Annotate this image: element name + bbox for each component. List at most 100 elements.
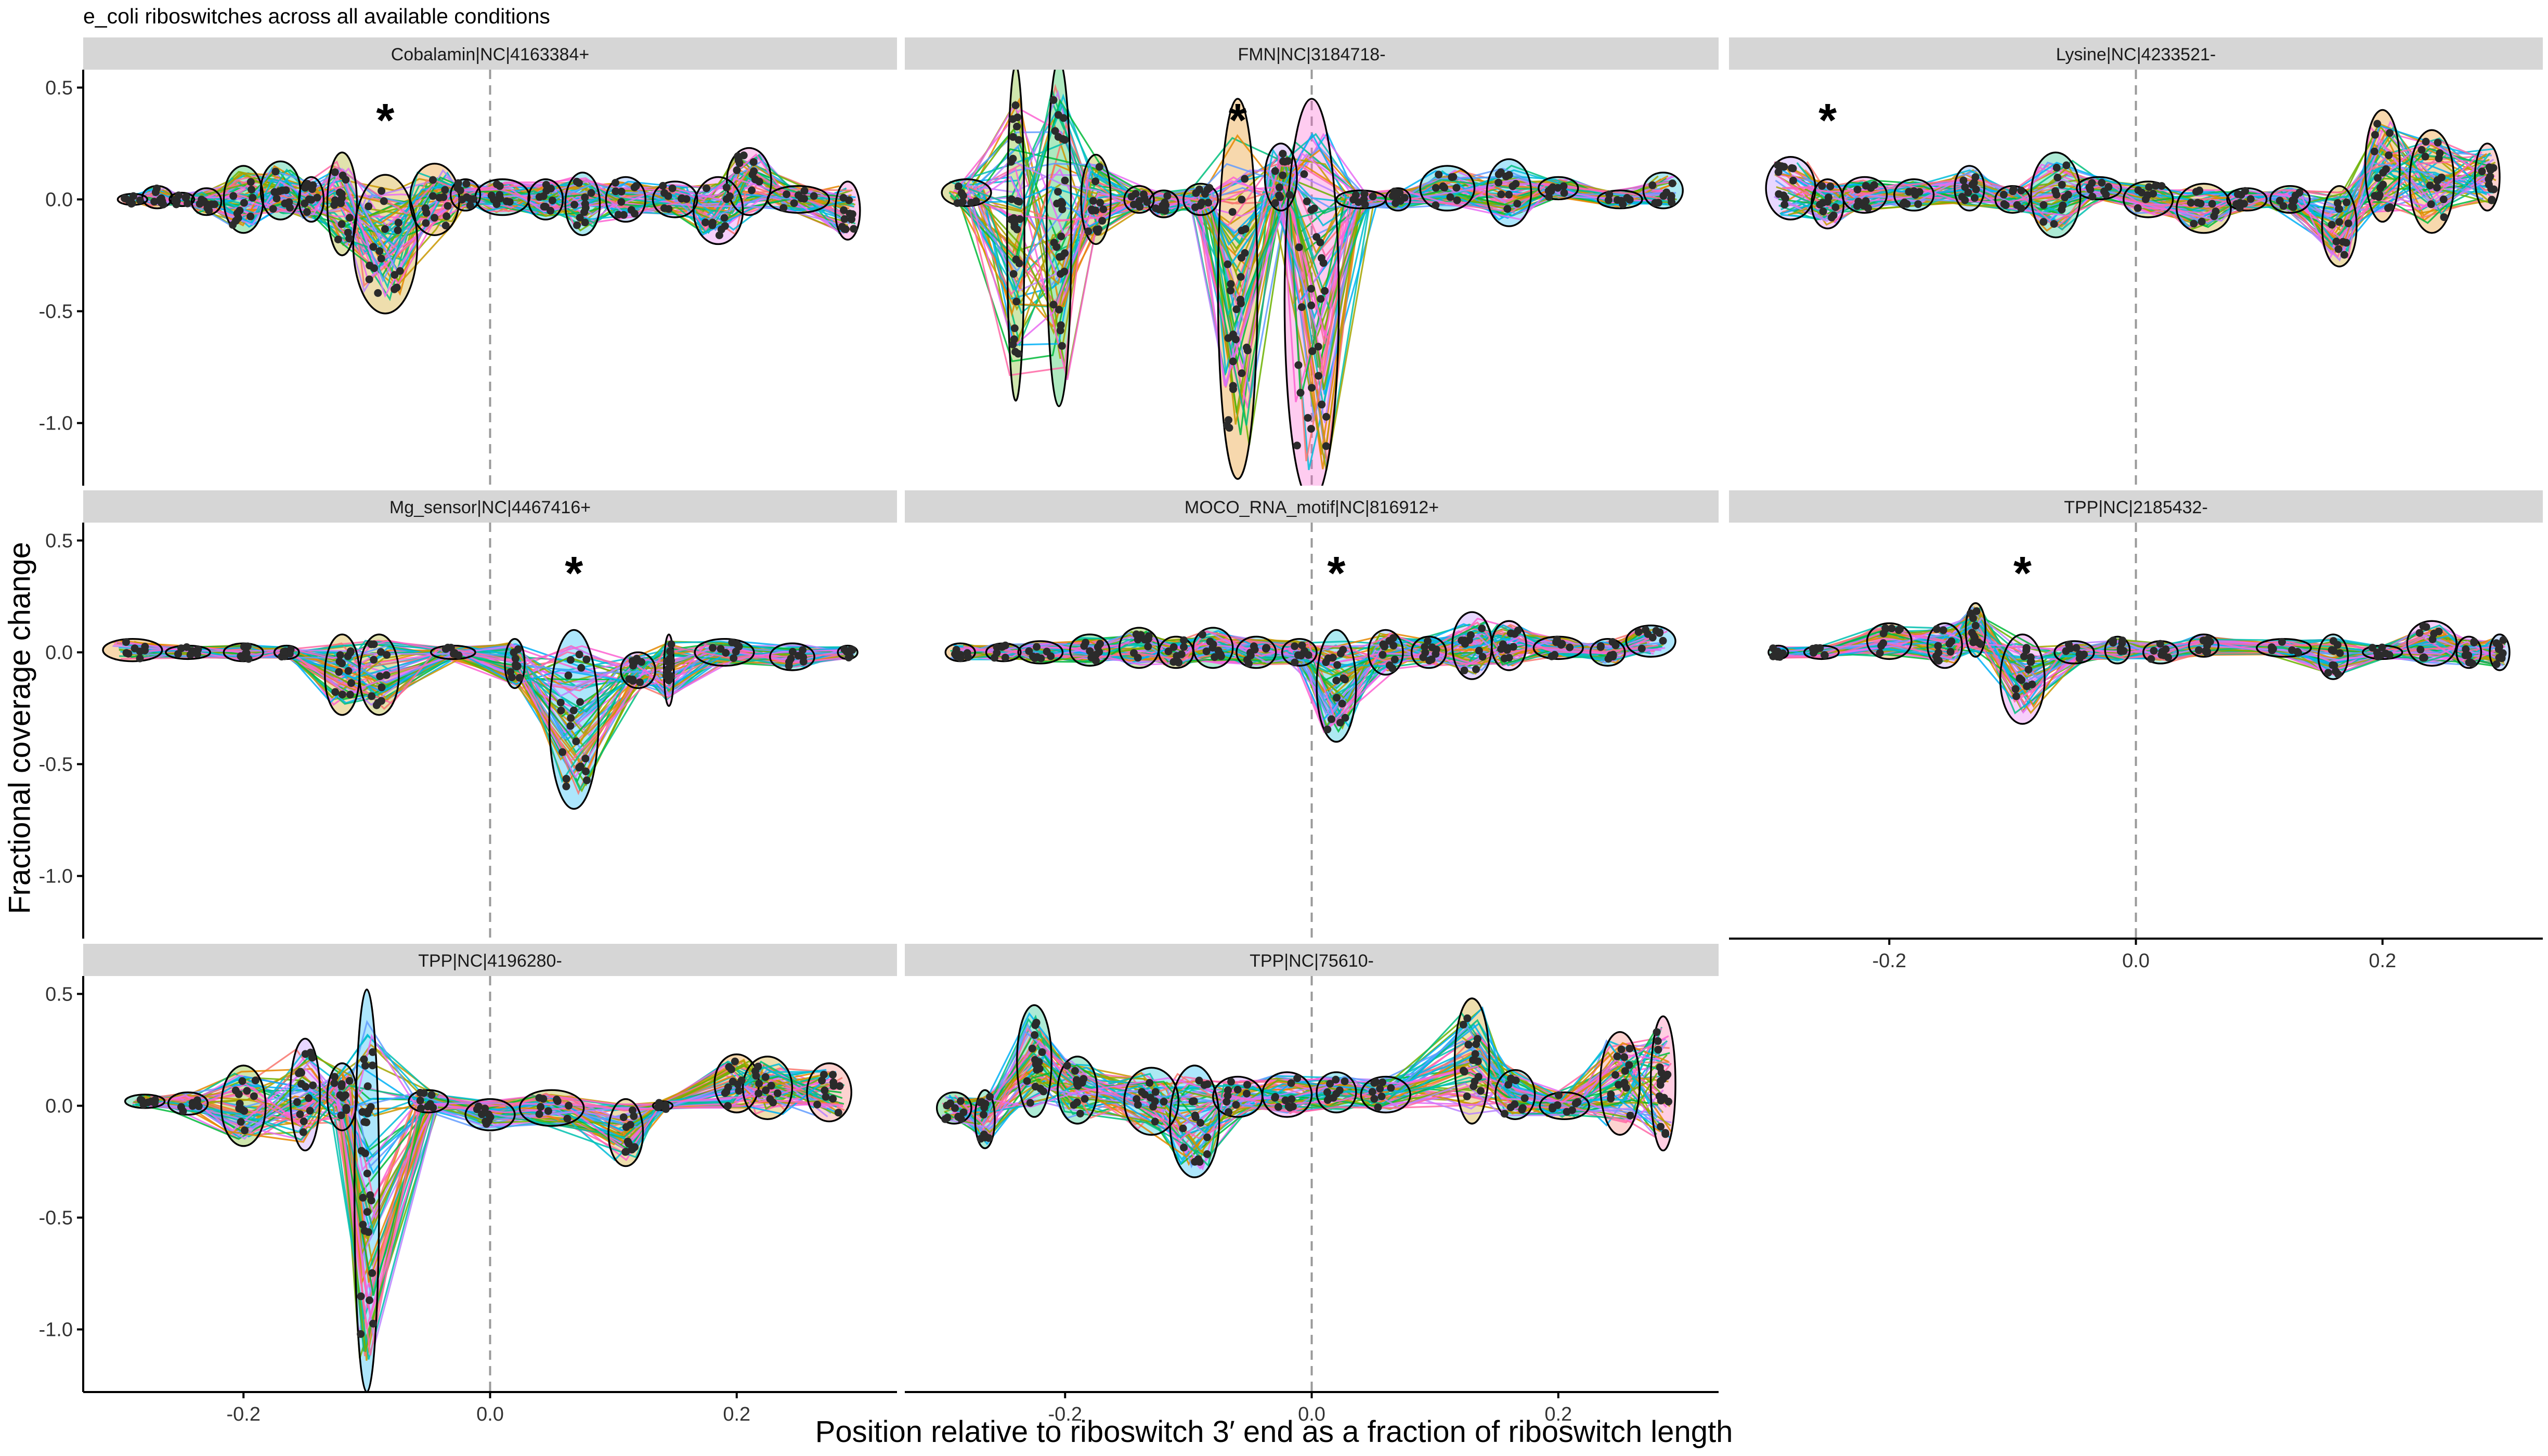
cluster-ellipse-outline [2474,142,2501,212]
data-point [1179,1124,1187,1133]
data-point [2336,649,2344,657]
data-point [1054,188,1062,196]
data-point [1659,636,1667,645]
data-point [302,1083,310,1091]
data-point [2208,200,2216,208]
data-point [347,679,355,687]
data-point [1387,1084,1395,1092]
data-point [1470,1082,1478,1090]
data-point [2062,161,2071,170]
condition-line [960,1050,1658,1125]
data-point [1469,1056,1477,1064]
data-point [1054,133,1062,141]
facet-plot-area [941,70,1684,486]
data-point [345,235,354,243]
data-point [473,1105,481,1113]
data-point [2339,238,2347,246]
data-point [1012,255,1020,264]
data-point [2050,220,2058,228]
data-point [535,1110,543,1118]
data-point [553,1095,561,1103]
data-point [1141,1090,1149,1099]
data-point [2001,201,2010,210]
data-point [2344,219,2352,228]
data-point [1304,414,1312,422]
x-tick-label: 0.2 [723,1403,750,1425]
data-point [331,688,340,696]
significance-asterisk: * [565,548,583,600]
cluster-ellipse-outline [1538,176,1579,201]
data-point [2145,183,2153,191]
cluster-ellipse-outline [1281,638,1318,667]
data-point [708,221,717,229]
facet-strip-label: Lysine|NC|4233521- [2056,45,2216,64]
data-point [122,638,130,646]
data-point [2017,187,2025,194]
data-point [188,647,196,655]
data-point [1081,1095,1089,1103]
data-point [368,1061,376,1070]
data-point [678,194,685,203]
data-point [1015,136,1023,144]
data-point [303,180,311,188]
data-point [2415,629,2424,637]
data-point [2375,193,2383,201]
data-point [1370,1095,1379,1103]
facet-plot-area [102,523,859,939]
data-point [2378,643,2386,652]
data-point [1232,305,1241,314]
data-point [1195,185,1203,193]
facet-panel: Mg_sensor|NC|4467416+ * 0.5 0.0 -0.5 -1.0 [39,490,897,939]
data-point [1224,260,1232,268]
cluster-ellipse-outline [834,180,861,241]
data-point [562,775,570,783]
data-point [1229,357,1237,366]
data-point [724,1083,732,1091]
data-point [2022,644,2031,652]
data-point [986,1093,994,1101]
data-point [1279,171,1287,179]
facet-strip-label: Mg_sensor|NC|4467416+ [389,498,591,517]
data-point [1058,253,1065,261]
data-point [1440,184,1449,192]
data-point [2330,647,2338,655]
data-point [2439,195,2448,203]
cluster-ellipse-outline [1016,1004,1052,1118]
data-point [370,656,378,664]
data-point [2495,643,2504,651]
data-point [1932,625,1941,633]
data-point [243,642,252,651]
facet-strip [1729,490,2543,523]
data-point [841,225,850,233]
data-point [279,648,288,656]
data-point [664,192,672,200]
data-point [799,646,807,654]
cluster-ellipse-outline [1599,1031,1641,1136]
data-point [453,184,462,192]
data-point [1092,657,1100,665]
data-point [382,671,391,679]
data-point [773,1089,782,1097]
data-point [370,640,378,648]
data-point [583,776,591,785]
data-point [1432,201,1440,210]
data-point [2212,207,2220,216]
data-point [2379,180,2387,189]
data-point [1339,646,1347,654]
data-point [1099,205,1108,213]
data-point [732,647,740,656]
data-point [1328,715,1335,723]
data-point [1197,1119,1205,1127]
data-point [345,214,354,222]
cluster-ellipse-outline [504,638,526,689]
cluster-ellipse-outline [2317,633,2349,680]
data-point [2199,636,2207,645]
data-point [1774,161,1782,169]
data-point [840,645,849,654]
facet-strip [83,37,897,70]
condition-line [1798,151,2482,244]
data-point [800,187,809,195]
data-point [727,1065,735,1073]
data-point [1308,347,1317,355]
data-point [572,737,580,746]
